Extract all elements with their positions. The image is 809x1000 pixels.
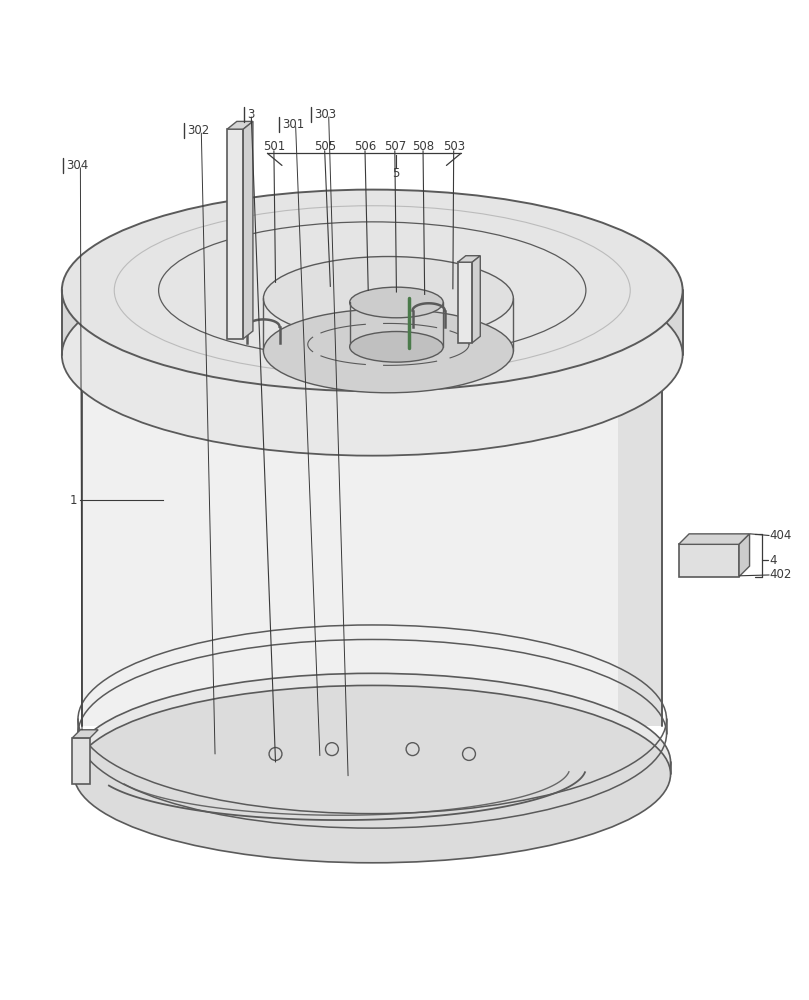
Text: 301: 301	[282, 118, 304, 131]
Text: 3: 3	[248, 108, 255, 121]
Polygon shape	[61, 290, 683, 355]
Text: 1: 1	[70, 493, 78, 506]
Polygon shape	[679, 544, 739, 577]
Ellipse shape	[61, 254, 683, 456]
Ellipse shape	[349, 331, 443, 362]
Text: 303: 303	[314, 108, 337, 121]
Text: 501: 501	[264, 140, 286, 153]
Polygon shape	[244, 121, 253, 339]
Ellipse shape	[264, 309, 514, 393]
Polygon shape	[458, 256, 481, 262]
Text: 4: 4	[769, 554, 777, 567]
Polygon shape	[679, 534, 750, 544]
Polygon shape	[227, 121, 253, 129]
Polygon shape	[72, 730, 98, 738]
Polygon shape	[472, 256, 481, 343]
Ellipse shape	[61, 190, 683, 391]
Ellipse shape	[264, 257, 514, 340]
Polygon shape	[618, 355, 663, 726]
Polygon shape	[72, 738, 90, 784]
Polygon shape	[82, 355, 663, 726]
Text: 402: 402	[769, 568, 792, 581]
Text: 507: 507	[384, 140, 407, 153]
Ellipse shape	[74, 673, 671, 851]
Ellipse shape	[74, 685, 671, 863]
Text: 5: 5	[392, 167, 400, 180]
Text: 508: 508	[413, 140, 434, 153]
Text: 506: 506	[354, 140, 377, 153]
Text: 404: 404	[769, 529, 792, 542]
Polygon shape	[227, 129, 244, 339]
Ellipse shape	[349, 287, 443, 318]
Text: 505: 505	[314, 140, 337, 153]
Text: 503: 503	[443, 140, 465, 153]
Polygon shape	[739, 534, 750, 577]
Text: 304: 304	[66, 159, 88, 172]
Polygon shape	[458, 262, 472, 343]
Text: 302: 302	[187, 124, 209, 137]
